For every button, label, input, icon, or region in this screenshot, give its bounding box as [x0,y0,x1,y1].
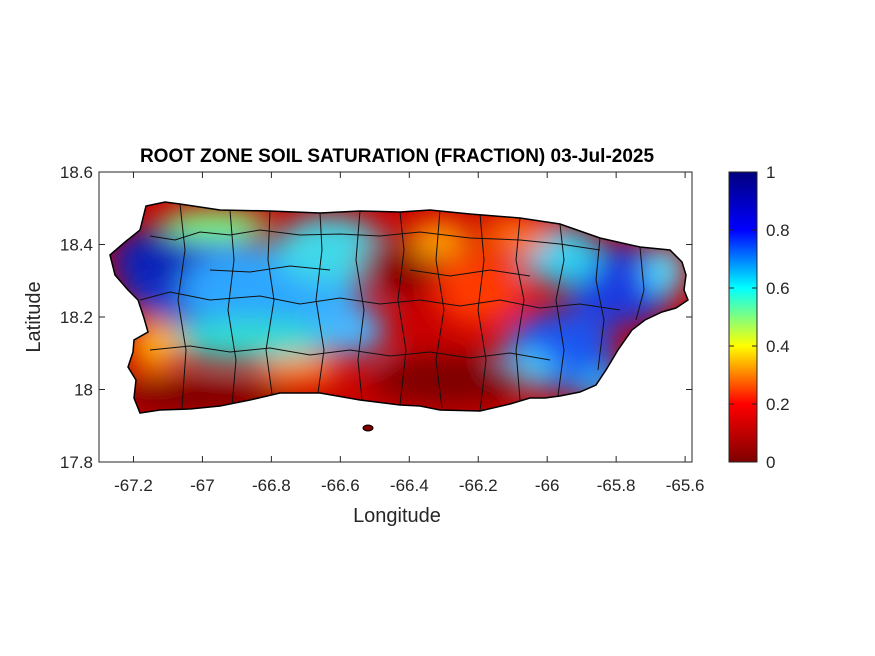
colorbar-ticks: 0 0.2 0.4 0.6 0.8 1 [729,163,790,472]
x-tick-label: -67 [190,476,215,495]
x-tick-label: -66.8 [252,476,291,495]
colorbar-tick-label: 0.2 [766,395,790,414]
saturation-field [110,202,688,413]
colorbar [728,171,758,463]
y-tick-label: 18 [74,381,93,400]
y-tick-label: 18.4 [60,236,93,255]
colorbar-tick-label: 0.4 [766,337,790,356]
y-tick-label: 18.6 [60,163,93,182]
y-axis-label: Latitude [23,281,45,352]
municipality-boundaries [139,203,645,412]
colorbar-tick-label: 0 [766,453,775,472]
colorbar-tick-label: 0.6 [766,279,790,298]
x-tick-label: -66.2 [459,476,498,495]
x-tick-label: -65.8 [597,476,636,495]
y-tick-label: 18.2 [60,308,93,327]
colorbar-tick-label: 1 [766,163,775,182]
y-tick-label: 17.8 [60,453,93,472]
x-tick-label: -65.6 [666,476,705,495]
x-axis-label: Longitude [353,505,441,527]
y-axis-ticks: 17.8 18 18.2 18.4 18.6 [60,163,692,472]
x-tick-label: -66 [535,476,560,495]
x-tick-label: -66.6 [321,476,360,495]
small-island [362,424,374,432]
x-axis-ticks: -67.2 -67 -66.8 -66.6 -66.4 -66.2 -66 -65.8 -65.… [114,172,704,495]
chart-title: ROOT ZONE SOIL SATURATION (FRACTION) 03-… [140,146,655,167]
x-tick-label: -66.4 [390,476,429,495]
colorbar-tick-label: 0.8 [766,221,790,240]
x-tick-label: -67.2 [114,476,153,495]
